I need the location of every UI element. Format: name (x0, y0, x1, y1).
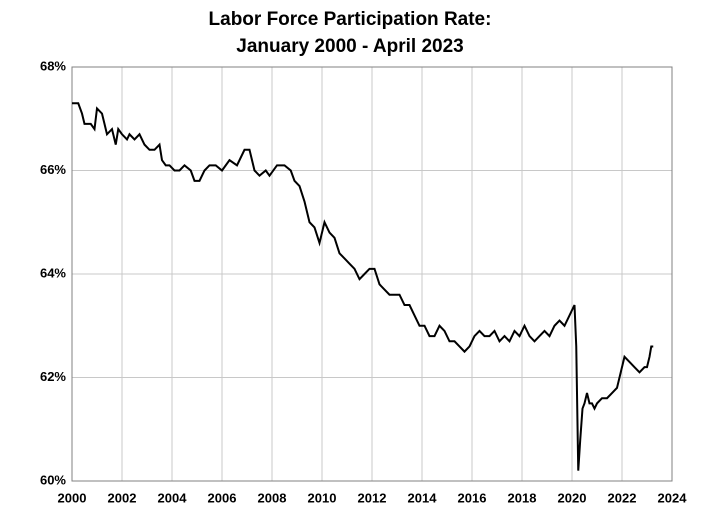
x-tick-label: 2022 (608, 490, 637, 505)
x-tick-label: 2018 (508, 490, 537, 505)
x-tick-label: 2004 (158, 490, 188, 505)
x-tick-label: 2000 (58, 490, 87, 505)
x-tick-label: 2008 (258, 490, 287, 505)
x-tick-label: 2020 (558, 490, 587, 505)
y-tick-label: 68% (40, 58, 66, 73)
y-tick-label: 62% (40, 369, 66, 384)
x-tick-label: 2012 (358, 490, 387, 505)
y-tick-label: 64% (40, 265, 66, 280)
chart-title: January 2000 - April 2023 (236, 36, 463, 57)
data-line (72, 102, 654, 471)
plot-border (71, 66, 673, 482)
x-tick-label: 2014 (408, 490, 438, 505)
y-tick-label: 60% (40, 472, 66, 487)
x-tick-label: 2002 (108, 490, 137, 505)
x-tick-label: 2024 (658, 490, 688, 505)
x-tick-label: 2006 (208, 490, 237, 505)
x-tick-label: 2016 (458, 490, 487, 505)
y-tick-label: 66% (40, 162, 66, 177)
x-tick-label: 2010 (308, 490, 337, 505)
chart-title: Labor Force Participation Rate: (209, 9, 492, 30)
